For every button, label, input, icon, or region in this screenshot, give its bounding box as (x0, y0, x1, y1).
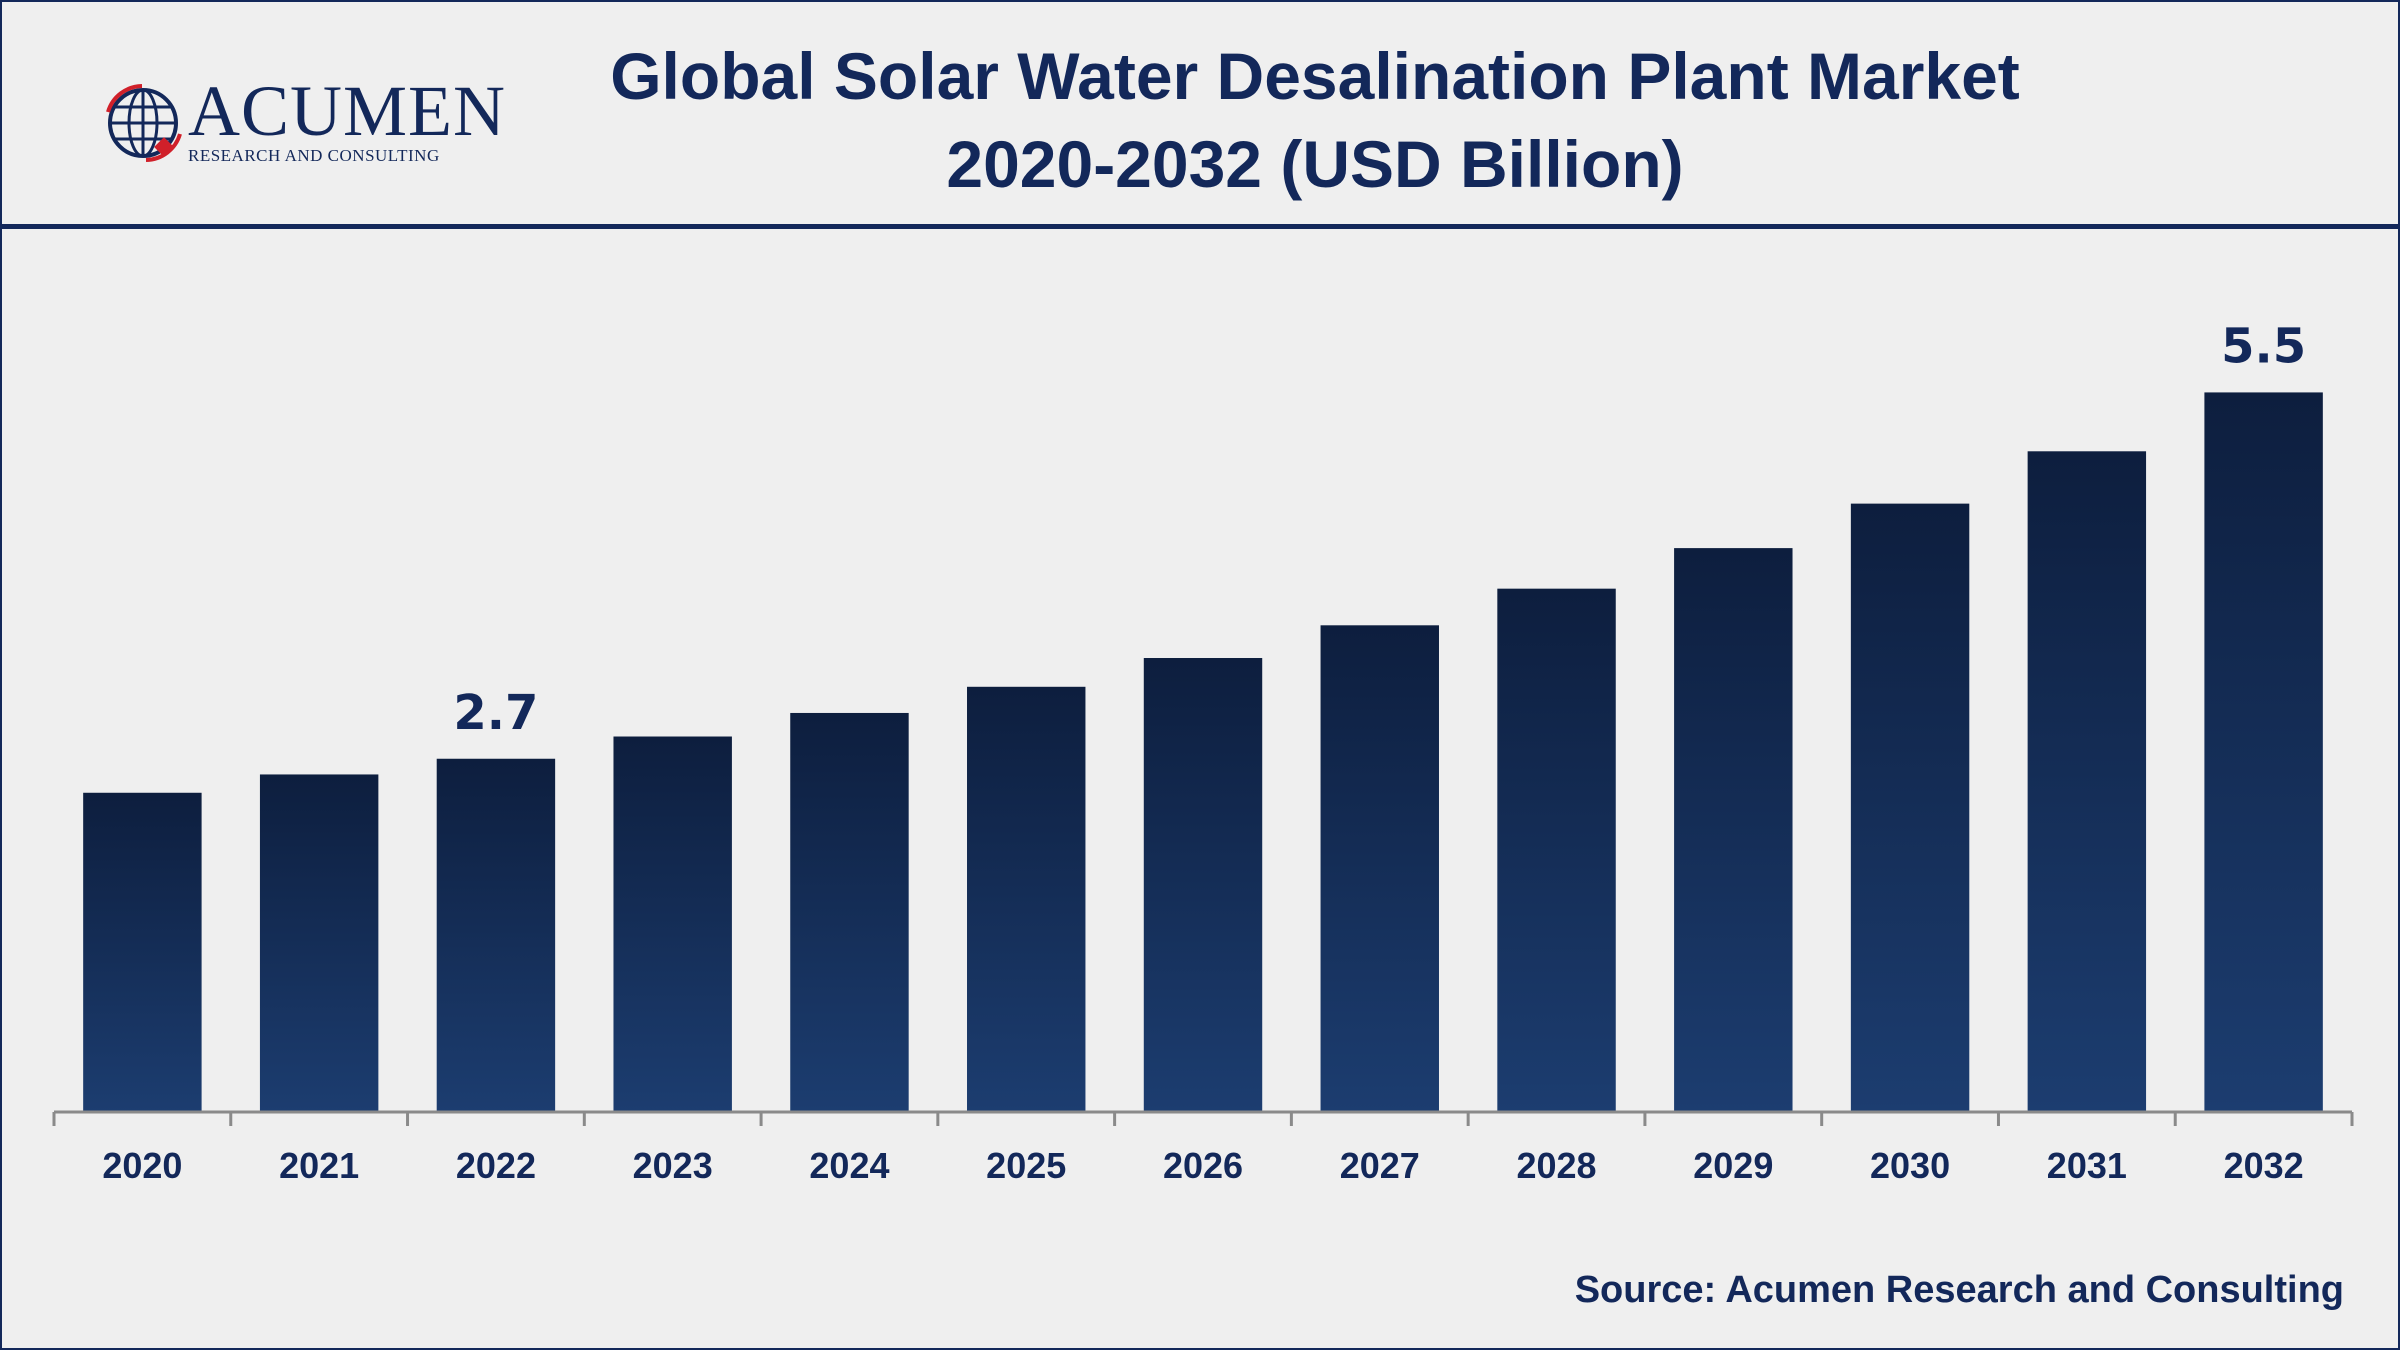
bar-2024 (790, 712, 909, 1112)
bar-2030 (1850, 503, 1970, 1112)
x-tick-label: 2020 (102, 1145, 182, 1186)
bar-2032 (2204, 392, 2323, 1112)
logo-tagline: RESEARCH AND CONSULTING (188, 146, 440, 165)
x-tick-label: 2021 (279, 1145, 359, 1186)
data-label-2032: 5.5 (2221, 318, 2306, 374)
x-tick-label: 2027 (1340, 1145, 1420, 1186)
x-tick-label: 2026 (1163, 1145, 1243, 1186)
x-tick-label: 2022 (456, 1145, 536, 1186)
acumen-logo: ACUMEN RESEARCH AND CONSULTING (102, 71, 505, 168)
logo-wordmark: ACUMEN (188, 71, 507, 151)
x-tick-label: 2023 (633, 1145, 713, 1186)
x-tick-label: 2032 (2224, 1145, 2304, 1186)
bar-2031 (2027, 451, 2147, 1112)
x-tick-label: 2030 (1870, 1145, 1950, 1186)
bar-2025 (967, 686, 1086, 1112)
x-tick-label: 2025 (986, 1145, 1066, 1186)
x-tick-label: 2028 (1516, 1145, 1596, 1186)
x-tick-label: 2029 (1693, 1145, 1773, 1186)
header: ACUMEN RESEARCH AND CONSULTING Global So… (2, 2, 2398, 229)
bar-2027 (1320, 625, 1439, 1112)
chart-title-line2: 2020-2032 (USD Billion) (946, 127, 1684, 201)
source-note: Source: Acumen Research and Consulting (1574, 1269, 2344, 1311)
chart-title: Global Solar Water Desalination Plant Ma… (382, 32, 2248, 208)
data-labels: 2.7 5.5 (453, 318, 2306, 740)
globe-icon (106, 84, 182, 162)
x-tick-labels: 2020 2021 2022 2023 2024 2025 2026 2027 2028 2029… (102, 1145, 2303, 1186)
bar-2029 (1674, 548, 1793, 1112)
x-tick-label: 2031 (2047, 1145, 2127, 1186)
chart-title-line1: Global Solar Water Desalination Plant Ma… (610, 39, 2020, 113)
data-label-2022: 2.7 (453, 685, 538, 741)
bar-2022 (436, 758, 556, 1112)
bar-2028 (1497, 588, 1616, 1112)
bars-group (83, 392, 2323, 1112)
bar-chart: 2020 2021 2022 2023 2024 2025 2026 2027 2028 2029… (52, 318, 2354, 1186)
x-tick-label: 2024 (809, 1145, 889, 1186)
bar-2026 (1143, 658, 1263, 1112)
bar-2021 (259, 774, 379, 1112)
x-axis (52, 1110, 2354, 1126)
bar-2020 (83, 792, 202, 1112)
bar-2023 (613, 736, 732, 1112)
